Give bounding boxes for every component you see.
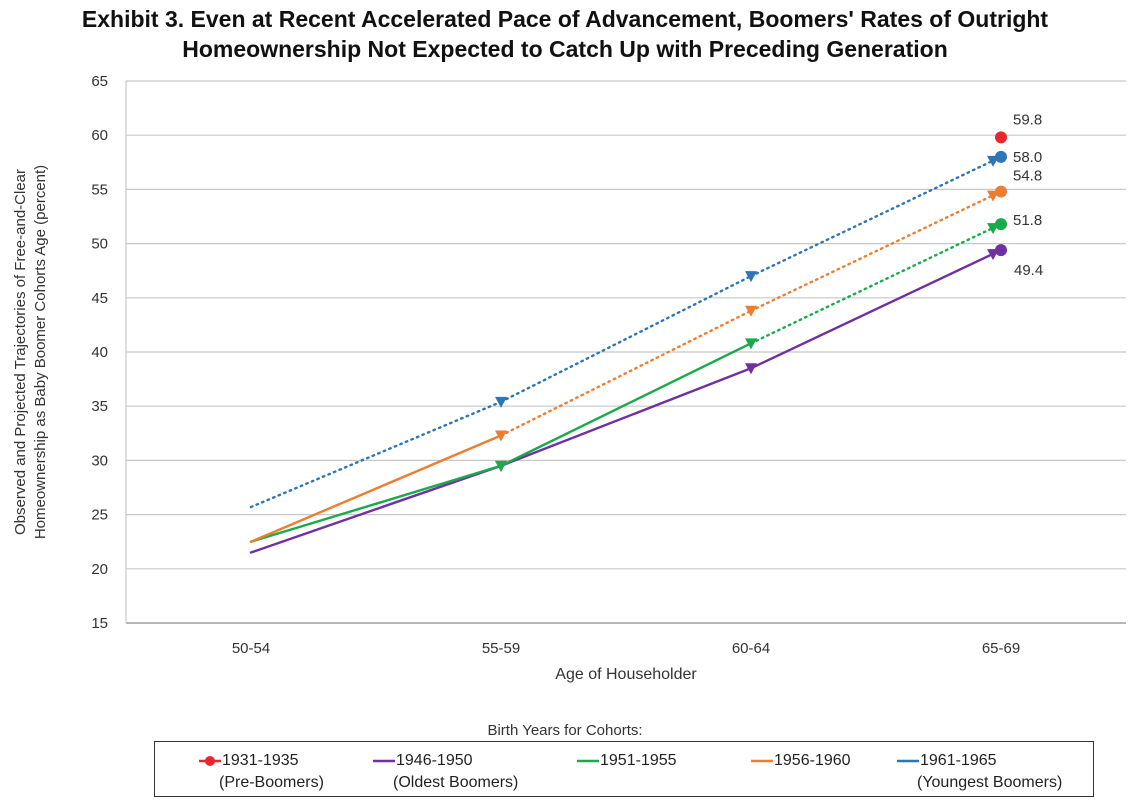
legend-caption: Birth Years for Cohorts: (487, 722, 643, 739)
series-1956-1960-marker-55-59 (495, 430, 507, 442)
series-1946-1950-segment-2 (749, 248, 1003, 370)
y-axis-label-line-2: Homeownership as Baby Boomer Cohorts Age… (32, 165, 49, 539)
series-1951-1955-segment-2 (749, 222, 1003, 345)
series-1946-1950-end-marker (995, 244, 1007, 257)
legend-swatch-1956-1960 (751, 759, 773, 763)
legend-label-1951-1955: 1951-1955 (600, 752, 677, 769)
y-axis-label-line-1: Observed and Projected Trajectories of F… (12, 169, 29, 535)
series-1946-1950-segment-1 (499, 367, 753, 468)
data-label-1956-1960: 54.8 (1013, 168, 1042, 185)
y-tick-label-45: 45 (91, 290, 108, 307)
y-tick-label-15: 15 (91, 615, 108, 632)
series-1961-1965-segment-0 (249, 400, 503, 509)
series-1951-1955-segment-1 (499, 342, 753, 468)
legend-item-1956-1960: 1956-1960 (751, 750, 851, 772)
y-tick-label-25: 25 (91, 507, 108, 524)
series-1956-1960-marker-60-64 (745, 305, 757, 317)
y-tick-label-50: 50 (91, 236, 108, 253)
legend-label-1961-1965: 1961-1965 (920, 752, 997, 769)
series-1951-1955-marker-60-64 (745, 338, 757, 350)
legend-label-1956-1960: 1956-1960 (774, 752, 851, 769)
legend-sublabel-1931-1935: (Pre-Boomers) (219, 774, 324, 791)
y-tick-label-20: 20 (91, 561, 108, 578)
series-1931-1935-end-marker (995, 131, 1007, 144)
y-tick-label-40: 40 (91, 344, 108, 361)
legend-entry-1951-1955: 1951-1955 (577, 750, 677, 772)
legend-entry-1956-1960: 1956-1960 (751, 750, 851, 772)
legend-swatch-1951-1955 (577, 759, 599, 763)
series-1951-1955-marker-55-59 (495, 460, 507, 472)
series-1956-1960-end-marker (995, 185, 1007, 198)
x-axis-label: Age of Householder (555, 666, 697, 683)
series-1961-1965-end-marker (995, 150, 1007, 163)
y-tick-label-65: 65 (91, 73, 108, 90)
series-1956-1960-segment-2 (749, 190, 1003, 313)
legend-sublabel-1961-1965: (Youngest Boomers) (917, 774, 1063, 791)
legend-item-1931-1935: 1931-1935 (Pre-Boomers) (199, 750, 324, 794)
x-tick-label-65-69: 65-69 (982, 640, 1020, 657)
y-tick-label-55: 55 (91, 181, 108, 198)
legend-entry-1961-1965: 1961-1965 (897, 750, 1062, 772)
series-1956-1960-segment-0 (249, 434, 503, 543)
legend-label-1931-1935: 1931-1935 (222, 752, 299, 769)
series-1961-1965-segment-2 (749, 155, 1003, 278)
legend: 1931-1935 (Pre-Boomers) 1946-1950 (Oldest B… (154, 741, 1094, 797)
data-label-1931-1935: 59.8 (1013, 111, 1042, 128)
legend-swatch-1931-1935 (199, 756, 221, 766)
series-1951-1955-segment-0 (249, 464, 503, 543)
x-tick-label-60-64: 60-64 (732, 640, 770, 657)
legend-entry-1931-1935: 1931-1935 (199, 750, 324, 772)
y-tick-label-35: 35 (91, 398, 108, 415)
legend-swatch-1946-1950 (373, 759, 395, 763)
data-label-1961-1965: 58.0 (1013, 149, 1042, 166)
chart-title-line-2: Homeownership Not Expected to Catch Up w… (182, 36, 948, 62)
series-1946-1950-marker-60-64 (745, 363, 757, 375)
y-tick-label-30: 30 (91, 452, 108, 469)
data-label-1951-1955: 51.8 (1013, 212, 1042, 229)
chart-title: Exhibit 3. Even at Recent Accelerated Pa… (0, 4, 1130, 64)
series-1951-1955-end-marker (995, 218, 1007, 231)
legend-item-1961-1965: 1961-1965 (Youngest Boomers) (897, 750, 1062, 794)
x-tick-label-50-54: 50-54 (232, 640, 270, 657)
y-tick-label-60: 60 (91, 127, 108, 144)
series-1961-1965-marker-55-59 (495, 396, 507, 408)
legend-item-1951-1955: 1951-1955 (577, 750, 677, 772)
legend-item-1946-1950: 1946-1950 (Oldest Boomers) (373, 750, 518, 794)
series-1961-1965-marker-60-64 (745, 271, 757, 283)
legend-swatch-1961-1965 (897, 759, 919, 763)
x-tick-label-55-59: 55-59 (482, 640, 520, 657)
data-label-1946-1950: 49.4 (1014, 262, 1043, 279)
legend-entry-1946-1950: 1946-1950 (373, 750, 518, 772)
series-1946-1950-segment-0 (249, 464, 503, 554)
legend-label-1946-1950: 1946-1950 (396, 752, 473, 769)
line-chart: 15 20 25 30 35 40 45 50 55 60 65 50-54 55-59 60-64 65-… (12, 73, 1126, 683)
series-1956-1960-segment-1 (499, 309, 753, 437)
legend-sublabel-1946-1950: (Oldest Boomers) (393, 774, 519, 791)
series-1961-1965-segment-1 (499, 274, 753, 404)
chart-title-line-1: Exhibit 3. Even at Recent Accelerated Pa… (81, 6, 1049, 32)
